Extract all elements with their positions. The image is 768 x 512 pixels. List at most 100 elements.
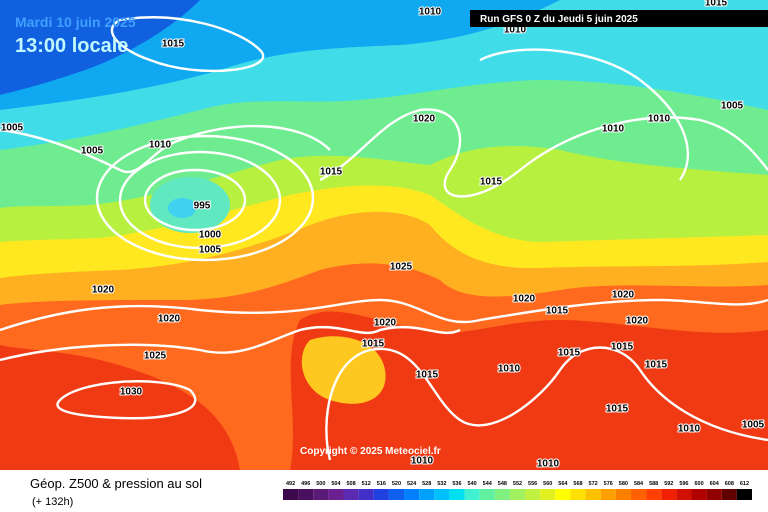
scale-label: 584	[634, 481, 644, 487]
scale-swatch	[479, 489, 495, 500]
scale-swatch	[721, 489, 737, 500]
isobar-label: 1010	[537, 459, 560, 470]
scale-label: 560	[543, 481, 552, 487]
isobar	[110, 16, 265, 73]
isobar-label: 1010	[411, 456, 434, 467]
isobar-label: 1015	[416, 370, 439, 381]
scale-label: 520	[392, 481, 401, 487]
scale-swatch	[630, 489, 647, 500]
scale-swatch	[509, 489, 526, 500]
isobar-label: 1010	[648, 114, 671, 125]
isobar-label: 1005	[721, 101, 744, 112]
scale-swatch	[615, 489, 631, 500]
scale-label: 556	[528, 481, 537, 487]
isobar-label: 1015	[705, 0, 728, 9]
scale-swatch	[388, 489, 405, 500]
run-info: Run GFS 0 Z du Jeudi 5 juin 2025	[480, 14, 638, 25]
isobar-label: 1015	[558, 348, 581, 359]
isobar	[325, 346, 768, 461]
isobar-label: 1015	[645, 360, 668, 371]
scale-label: 568	[573, 481, 582, 487]
isobar	[479, 48, 690, 181]
scale-swatch	[494, 489, 510, 500]
date: Mardi 10 juin 2025	[15, 14, 136, 30]
scale-swatch	[298, 489, 314, 500]
scale-label: 532	[437, 481, 446, 487]
isobar-label: 1005	[742, 420, 765, 431]
isobar	[143, 168, 247, 232]
scale-label: 536	[452, 481, 461, 487]
scale-label: 540	[468, 481, 477, 487]
isobar-label: 995	[194, 201, 211, 212]
isobars	[0, 16, 768, 461]
isobar-label: 1015	[546, 306, 569, 317]
isobar	[319, 108, 768, 198]
scale-label: 516	[377, 481, 386, 487]
isobar-label: 1000	[199, 230, 222, 241]
isobar-label: 1020	[413, 114, 436, 125]
scale-label: 528	[422, 481, 431, 487]
isobar-label: 1020	[374, 318, 397, 329]
scale-swatch	[691, 489, 707, 500]
scale-swatch	[706, 489, 722, 500]
isobar-label: 1030	[120, 387, 143, 398]
scale-label: 508	[346, 481, 355, 487]
isobar-label: 1010	[149, 140, 172, 151]
scale-label: 592	[664, 481, 673, 487]
scale-swatch	[736, 489, 752, 500]
isobar-label: 1020	[612, 290, 635, 301]
scale-label: 588	[649, 481, 658, 487]
scale-label: 496	[301, 481, 310, 487]
scale-label: 580	[619, 481, 628, 487]
forecast-lead: (+ 132h)	[32, 496, 73, 508]
color-scale: 492 496 500 504 508 512 516 520 524 528 532 536 540 5…	[283, 481, 752, 500]
isobar-label: 1015	[611, 342, 634, 353]
isobar-label: 1020	[158, 314, 181, 325]
isobar	[95, 134, 315, 262]
isobar-label: 1005	[1, 123, 24, 134]
scale-swatch	[525, 489, 541, 500]
run-box	[470, 10, 768, 27]
isobar-label: 1025	[144, 351, 167, 362]
scale-label: 548	[498, 481, 507, 487]
footer-title: Géop. Z500 & pression au sol	[30, 476, 202, 491]
scale-swatch	[328, 489, 344, 500]
scale-swatch	[585, 489, 601, 500]
scale-swatch	[464, 489, 480, 500]
isobar-label: 1015	[320, 167, 343, 178]
isobar-label: 1015	[362, 339, 385, 350]
isobar-label: 1015	[480, 177, 503, 188]
isobar	[118, 150, 282, 250]
scale-label: 600	[694, 481, 703, 487]
field-yellow-patch	[301, 336, 386, 404]
scale-label: 608	[725, 481, 734, 487]
scale-swatch	[373, 489, 389, 500]
isobar-label: 1025	[390, 262, 413, 273]
scale-swatch	[449, 489, 465, 500]
scale-label: 492	[286, 481, 295, 487]
scale-label: 544	[483, 481, 493, 487]
scale-swatch	[661, 489, 677, 500]
scale-label: 504	[331, 481, 341, 487]
isobar-label: 1005	[199, 245, 222, 256]
scale-swatch	[343, 489, 359, 500]
isobar-label: 1020	[626, 316, 649, 327]
scale-label: 524	[407, 481, 417, 487]
scale-swatch	[283, 489, 299, 500]
isobar	[0, 124, 331, 174]
scale-label: 576	[604, 481, 613, 487]
scale-swatch	[600, 489, 616, 500]
scale-label: 572	[589, 481, 598, 487]
field-blue	[0, 0, 200, 95]
scale-swatch	[646, 489, 662, 500]
isobar	[56, 380, 197, 420]
isobar-label: 1010	[678, 424, 701, 435]
scale-label: 604	[710, 481, 720, 487]
local-time: 13:00 locale	[15, 35, 128, 57]
scale-swatch	[555, 489, 571, 500]
scale-swatch	[404, 489, 420, 500]
isobar-labels: 1010 1015 1010 1015 1005 1005 1010 1020 …	[0, 0, 766, 471]
isobar-label: 1010	[602, 124, 625, 135]
